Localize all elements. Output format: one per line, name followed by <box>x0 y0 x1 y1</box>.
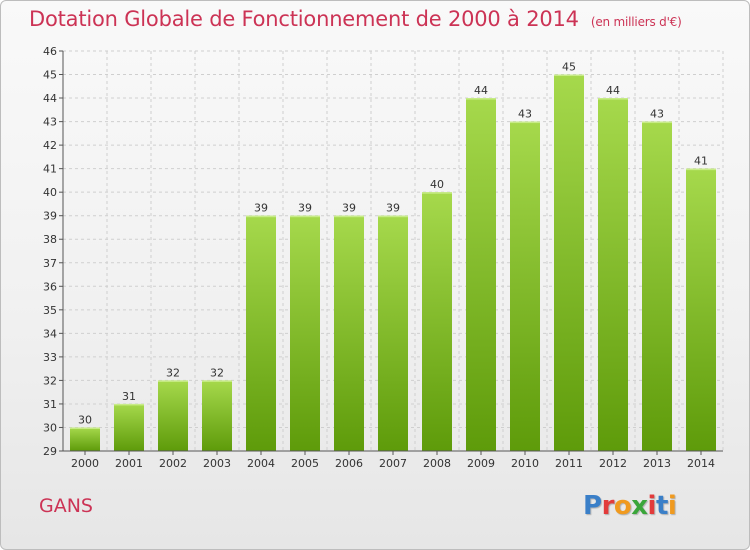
y-tick-label: 42 <box>43 139 57 152</box>
data-label-2008: 40 <box>430 178 444 191</box>
x-tick-label-2000: 2000 <box>71 457 99 470</box>
bar-2009 <box>466 98 496 451</box>
bars: 30 31 32 32 39 39 39 39 40 44 43 45 44 43 41 <box>70 61 716 452</box>
bar-highlight <box>510 121 540 124</box>
bar-highlight <box>202 380 232 382</box>
bar-highlight <box>466 98 496 100</box>
y-tick-label: 46 <box>43 45 57 58</box>
data-label-2010: 43 <box>518 108 532 121</box>
y-tick-label: 29 <box>43 445 57 458</box>
data-label-2001: 31 <box>122 390 136 403</box>
bar-2013 <box>642 121 672 452</box>
x-tick-label-2006: 2006 <box>335 457 363 470</box>
bar-2014 <box>686 168 716 451</box>
logo-letter: x <box>631 491 648 521</box>
chart-title: Dotation Globale de Fonctionnement de 20… <box>29 7 682 31</box>
bar-highlight <box>554 74 584 77</box>
bar-highlight <box>114 403 144 406</box>
bar-highlight <box>378 215 408 218</box>
logo-letter: r <box>601 491 615 521</box>
data-label-2012: 44 <box>606 84 620 97</box>
bar-2002 <box>158 380 188 451</box>
x-tick-label-2012: 2012 <box>599 457 627 470</box>
bar-2010 <box>510 121 540 452</box>
x-tick-label-2013: 2013 <box>643 457 671 470</box>
x-tick-label-2005: 2005 <box>291 457 319 470</box>
y-tick-label: 30 <box>43 421 57 434</box>
y-tick-label: 40 <box>43 186 57 199</box>
bar-highlight <box>422 192 452 194</box>
y-tick-label: 36 <box>43 280 57 293</box>
bar-highlight <box>290 215 320 218</box>
x-tick-label-2014: 2014 <box>687 457 715 470</box>
data-label-2007: 39 <box>386 202 400 215</box>
bar-highlight <box>334 215 364 218</box>
x-tick-label-2001: 2001 <box>115 457 143 470</box>
logo-letter: P <box>583 491 602 521</box>
y-tick-label: 44 <box>43 92 57 105</box>
data-label-2003: 32 <box>210 366 224 379</box>
y-tick-label: 39 <box>43 210 57 223</box>
y-tick-label: 32 <box>43 374 57 387</box>
bar-highlight <box>246 215 276 218</box>
bar-highlight <box>642 121 672 124</box>
data-label-2006: 39 <box>342 202 356 215</box>
x-tick-label-2011: 2011 <box>555 457 583 470</box>
y-tick-label: 41 <box>43 163 57 176</box>
bar-2004 <box>246 215 276 451</box>
logo-letter: o <box>613 491 632 521</box>
y-tick-label: 43 <box>43 116 57 129</box>
x-tick-label-2009: 2009 <box>467 457 495 470</box>
logo-letter: i <box>667 491 677 521</box>
data-label-2000: 30 <box>78 413 92 426</box>
data-label-2011: 45 <box>562 61 576 74</box>
bar-2011 <box>554 74 584 451</box>
x-tick-label-2003: 2003 <box>203 457 231 470</box>
bar-2000 <box>70 427 100 451</box>
bar-highlight <box>598 98 628 100</box>
logo-letter: t <box>655 491 668 521</box>
bar-2012 <box>598 98 628 451</box>
x-tick-label-2008: 2008 <box>423 457 451 470</box>
y-tick-label: 45 <box>43 69 57 82</box>
bar-2005 <box>290 215 320 451</box>
chart-subtitle: (en milliers d'€) <box>590 15 682 29</box>
x-tick-label-2004: 2004 <box>247 457 275 470</box>
x-tick-label-2002: 2002 <box>159 457 187 470</box>
data-label-2005: 39 <box>298 202 312 215</box>
y-tick-label: 35 <box>43 304 57 317</box>
data-label-2013: 43 <box>650 108 664 121</box>
y-tick-label: 37 <box>43 257 57 270</box>
x-tick-label-2007: 2007 <box>379 457 407 470</box>
bar-highlight <box>158 380 188 382</box>
proxiti-logo: Proxiti <box>583 491 677 521</box>
data-label-2004: 39 <box>254 202 268 215</box>
bar-highlight <box>686 168 716 171</box>
bar-2003 <box>202 380 232 451</box>
data-label-2002: 32 <box>166 366 180 379</box>
y-tick-label: 33 <box>43 351 57 364</box>
place-name: GANS <box>39 495 93 517</box>
data-label-2009: 44 <box>474 84 488 97</box>
x-tick-label-2010: 2010 <box>511 457 539 470</box>
bar-2007 <box>378 215 408 451</box>
bar-2006 <box>334 215 364 451</box>
data-label-2014: 41 <box>694 155 708 168</box>
bar-highlight <box>70 427 100 429</box>
y-tick-label: 38 <box>43 233 57 246</box>
y-tick-label: 34 <box>43 327 57 340</box>
axes: 29 30 31 32 33 34 35 36 37 38 39 40 41 42 43 44 45 46 2000… <box>43 45 723 470</box>
bar-2008 <box>422 192 452 452</box>
logo-letter: i <box>647 491 657 521</box>
y-tick-label: 31 <box>43 398 57 411</box>
bar-2001 <box>114 403 144 451</box>
title-text: Dotation Globale de Fonctionnement de 20… <box>29 7 579 31</box>
